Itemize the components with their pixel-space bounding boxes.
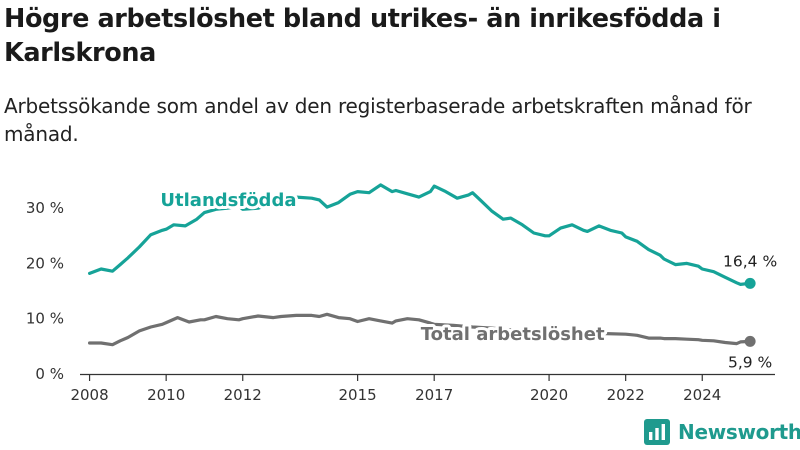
y-tick-label: 20 % — [26, 254, 64, 272]
series-utlandsfodda-end-point — [744, 277, 756, 289]
series-utlandsfodda-label: Utlandsfödda — [160, 190, 296, 211]
series-utlandsfodda-line — [87, 183, 752, 286]
series-utlandsfodda-end-label: 16,4 % — [723, 252, 777, 270]
bar-chart-logo-icon — [644, 419, 670, 445]
x-tick-label: 2008 — [70, 386, 108, 404]
brand-name: Newsworthy — [678, 420, 800, 444]
label-layer: Utlandsfödda Total arbetslöshet 16,4 % 5,9 … — [157, 187, 779, 373]
x-tick-label: 2012 — [224, 386, 262, 404]
y-axis: 0 % 10 % 20 % 30 % — [26, 199, 64, 383]
y-tick-label: 0 % — [35, 365, 64, 383]
series-total-end-label: 5,9 % — [728, 353, 772, 371]
series-layer — [87, 183, 756, 347]
series-total-end-point — [744, 335, 756, 347]
series-total-label: Total arbetslöshet — [421, 324, 605, 345]
x-tick-label: 2015 — [339, 386, 377, 404]
y-tick-label: 30 % — [26, 199, 64, 217]
x-tick-label: 2022 — [607, 386, 645, 404]
x-axis: 2008 2010 2012 2015 2017 2020 2022 2024 — [70, 373, 775, 404]
series-total-line — [87, 312, 752, 347]
x-tick-label: 2017 — [415, 386, 453, 404]
page-title: Högre arbetslöshet bland utrikes- än inr… — [4, 4, 721, 68]
x-tick-label: 2020 — [530, 386, 568, 404]
x-tick-label: 2010 — [147, 386, 185, 404]
y-tick-label: 10 % — [26, 310, 64, 328]
x-tick-label: 2024 — [683, 386, 721, 404]
page-subtitle: Arbetssökande som andel av den registerb… — [4, 94, 752, 146]
newsworthy-logo[interactable]: Newsworthy — [644, 417, 800, 447]
